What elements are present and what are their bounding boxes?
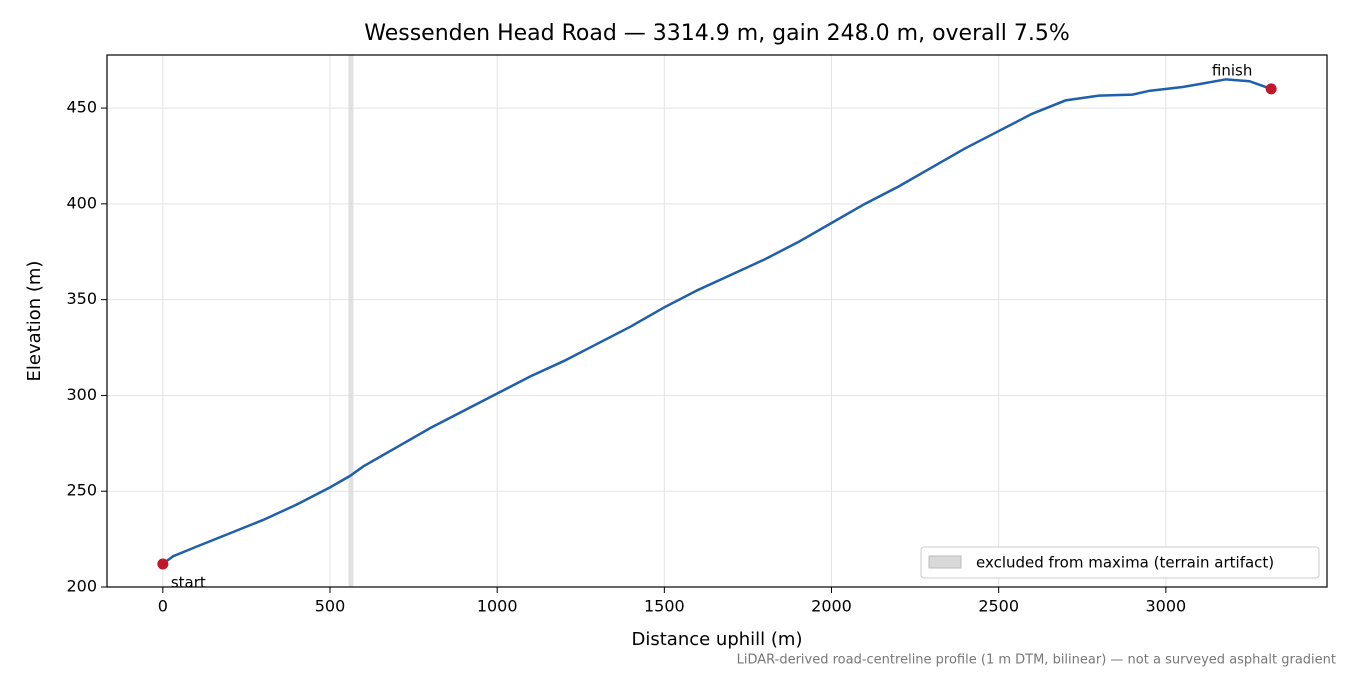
x-tick-label: 1500 <box>644 597 685 616</box>
x-tick-label: 500 <box>315 597 346 616</box>
endpoint-label: finish <box>1212 61 1252 79</box>
legend-swatch <box>928 555 962 569</box>
y-tick-label: 250 <box>66 481 97 500</box>
y-tick-label: 350 <box>66 289 97 308</box>
chart-title: Wessenden Head Road — 3314.9 m, gain 248… <box>364 21 1069 46</box>
x-tick-label: 1000 <box>477 597 518 616</box>
y-tick-label: 450 <box>66 98 97 117</box>
y-tick-label: 300 <box>66 385 97 404</box>
footnote: LiDAR-derived road-centreline profile (1… <box>737 653 1336 668</box>
x-tick-label: 2000 <box>811 597 852 616</box>
x-tick-label: 2500 <box>978 597 1019 616</box>
plot-frame <box>106 54 1328 588</box>
y-axis-label: Elevation (m) <box>24 261 45 382</box>
x-tick-label: 0 <box>158 597 168 616</box>
y-tick-label: 200 <box>66 577 97 596</box>
endpoint-label: start <box>171 574 206 592</box>
y-tick-label: 400 <box>66 193 97 212</box>
legend-label: excluded from maxima (terrain artifact) <box>976 554 1274 572</box>
endpoint-marker <box>1265 83 1277 95</box>
endpoint-marker <box>157 558 169 570</box>
x-axis-label: Distance uphill (m) <box>632 629 803 650</box>
legend-box <box>920 546 1320 579</box>
x-tick-label: 3000 <box>1145 597 1186 616</box>
excluded-band <box>348 55 354 587</box>
line-series <box>162 78 1272 566</box>
